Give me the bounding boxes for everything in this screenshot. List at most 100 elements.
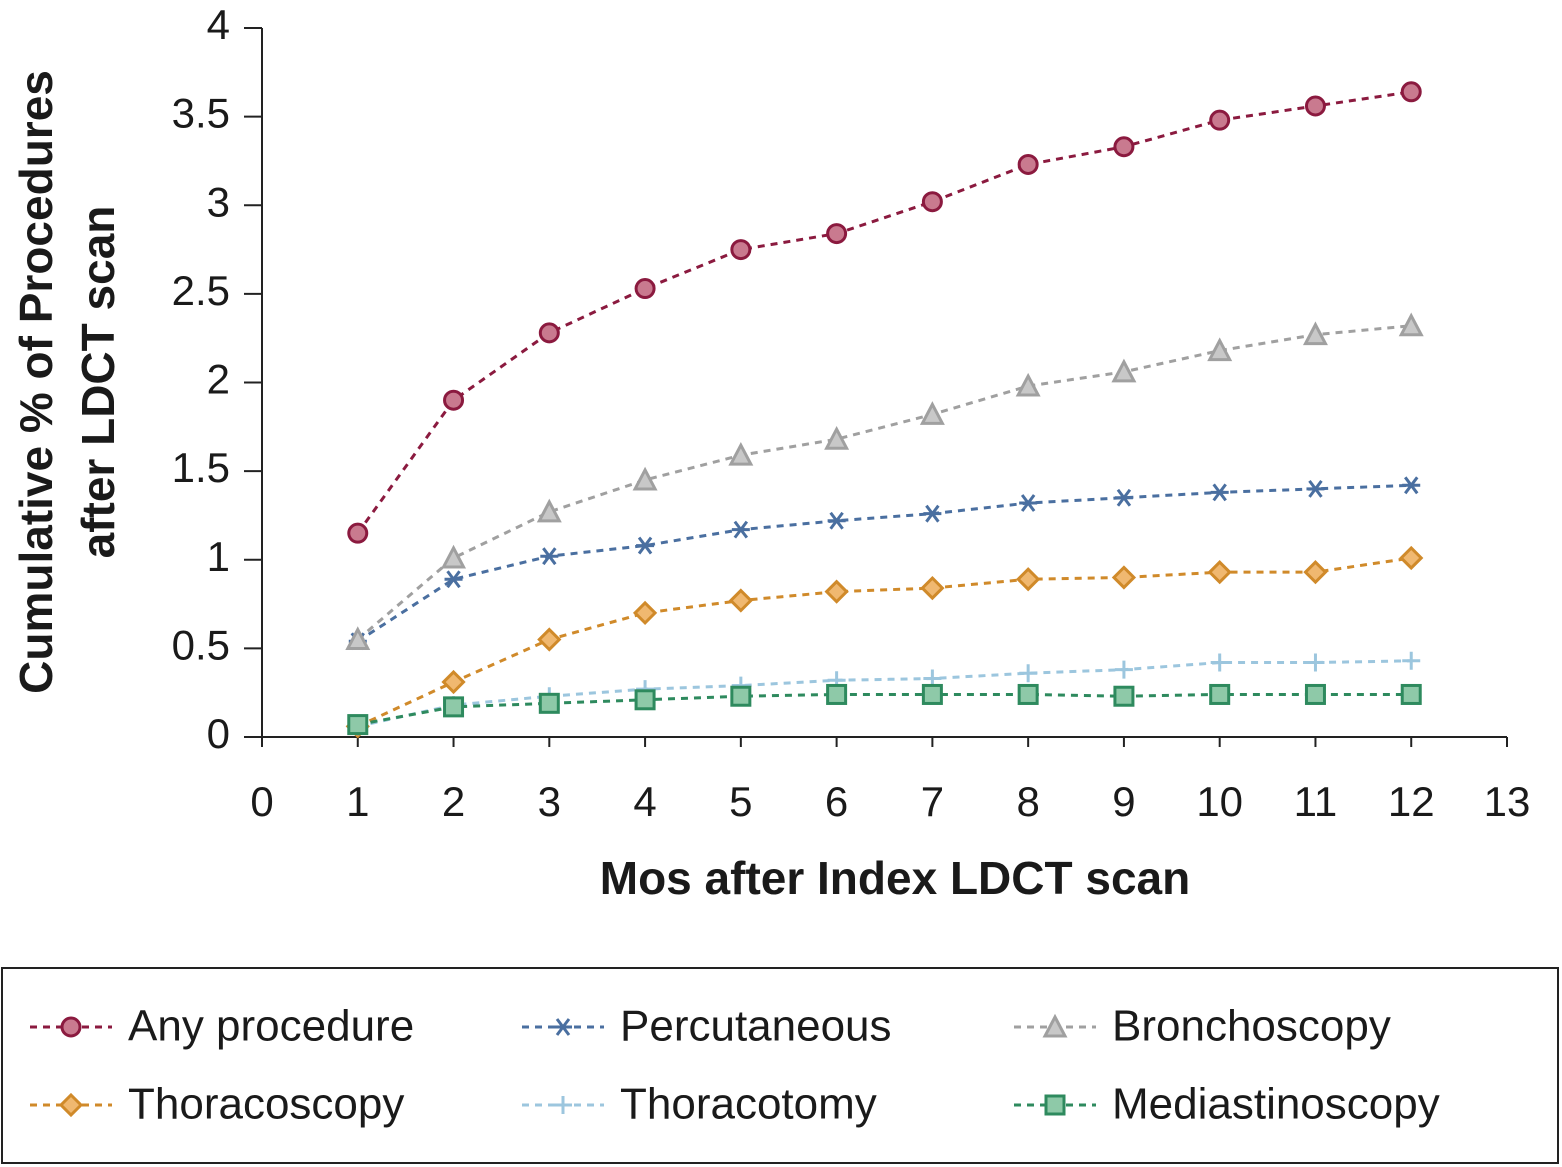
marker bbox=[1210, 653, 1229, 672]
x-tick-label: 7 bbox=[921, 778, 944, 825]
marker bbox=[1019, 494, 1038, 512]
marker bbox=[730, 239, 752, 261]
legend-label: Mediastinoscopy bbox=[1112, 1080, 1440, 1129]
marker bbox=[1304, 683, 1326, 705]
marker bbox=[1207, 560, 1232, 585]
legend-marker bbox=[60, 1016, 82, 1038]
marker bbox=[1302, 321, 1328, 346]
marker bbox=[441, 544, 467, 569]
y-tick-label: 3 bbox=[207, 178, 230, 225]
series-line bbox=[357, 556, 1412, 728]
marker bbox=[1400, 81, 1422, 103]
marker bbox=[1114, 488, 1133, 507]
marker bbox=[441, 669, 466, 695]
marker bbox=[347, 714, 369, 736]
marker bbox=[730, 685, 752, 707]
y-axis-title: after LDCT scan bbox=[72, 206, 124, 559]
marker bbox=[536, 498, 562, 523]
marker bbox=[921, 683, 943, 705]
marker bbox=[538, 322, 560, 344]
marker bbox=[728, 441, 754, 466]
x-tick-label: 3 bbox=[538, 778, 561, 825]
marker bbox=[1113, 685, 1135, 707]
marker bbox=[537, 627, 562, 652]
x-tick-label: 8 bbox=[1016, 778, 1039, 825]
x-tick-label: 13 bbox=[1484, 778, 1531, 825]
y-axis-title: Cumulative % of Procedures bbox=[10, 70, 62, 694]
marker bbox=[634, 689, 656, 711]
marker bbox=[1400, 683, 1422, 705]
marker bbox=[540, 547, 559, 566]
marker bbox=[538, 692, 560, 714]
marker bbox=[1398, 312, 1424, 337]
series-line bbox=[356, 324, 1412, 641]
marker bbox=[1402, 476, 1421, 495]
legend-marker bbox=[1044, 1094, 1066, 1116]
marker bbox=[1210, 483, 1229, 502]
marker bbox=[632, 466, 658, 491]
marker bbox=[347, 522, 369, 544]
y-tick-label: 1 bbox=[207, 533, 230, 580]
marker bbox=[636, 536, 655, 555]
marker bbox=[731, 520, 750, 539]
marker bbox=[1399, 545, 1424, 571]
x-tick-label: 1 bbox=[346, 778, 369, 825]
marker bbox=[1114, 660, 1133, 679]
x-tick-label: 12 bbox=[1388, 778, 1435, 825]
x-tick-label: 9 bbox=[1112, 778, 1135, 825]
legend-label: Any procedure bbox=[128, 1002, 414, 1051]
legend-label: Bronchoscopy bbox=[1112, 1002, 1391, 1051]
legend-marker bbox=[554, 1096, 572, 1114]
y-tick-label: 1.5 bbox=[172, 444, 230, 491]
marker bbox=[1113, 136, 1135, 158]
series-line bbox=[356, 483, 1412, 643]
legend-marker bbox=[58, 1092, 84, 1118]
x-tick-label: 11 bbox=[1294, 778, 1338, 825]
marker bbox=[632, 600, 658, 626]
marker bbox=[1209, 683, 1231, 705]
marker bbox=[1303, 560, 1328, 585]
marker bbox=[443, 389, 465, 411]
x-tick-label: 4 bbox=[633, 778, 656, 825]
marker bbox=[1017, 153, 1039, 175]
marker bbox=[443, 696, 465, 718]
marker bbox=[1111, 358, 1137, 383]
y-tick-label: 2 bbox=[207, 356, 230, 403]
marker bbox=[1019, 664, 1038, 683]
x-axis-title: Mos after Index LDCT scan bbox=[600, 852, 1190, 904]
marker bbox=[824, 425, 850, 450]
marker bbox=[921, 191, 943, 213]
x-tick-label: 0 bbox=[250, 778, 273, 825]
legend-marker bbox=[1042, 1013, 1068, 1038]
marker bbox=[634, 278, 656, 300]
marker bbox=[826, 223, 848, 245]
legend-marker bbox=[554, 1018, 572, 1036]
marker bbox=[1017, 683, 1039, 705]
series-line bbox=[356, 90, 1412, 535]
legend-label: Thoracoscopy bbox=[128, 1080, 404, 1129]
marker bbox=[824, 579, 849, 604]
x-tick-label: 5 bbox=[729, 778, 752, 825]
marker bbox=[1015, 372, 1041, 397]
marker bbox=[1016, 567, 1041, 592]
marker bbox=[1207, 337, 1233, 362]
marker bbox=[1402, 651, 1421, 670]
legend-label: Thoracotomy bbox=[620, 1080, 877, 1129]
marker bbox=[1209, 109, 1231, 131]
marker bbox=[1304, 95, 1326, 117]
y-tick-label: 0.5 bbox=[172, 621, 230, 668]
marker bbox=[1111, 565, 1137, 590]
marker bbox=[920, 575, 945, 601]
y-tick-label: 2.5 bbox=[172, 267, 230, 314]
marker bbox=[444, 570, 463, 589]
y-tick-label: 0 bbox=[207, 710, 230, 757]
marker bbox=[728, 588, 753, 613]
marker bbox=[923, 504, 942, 523]
x-tick-label: 6 bbox=[825, 778, 848, 825]
y-tick-label: 3.5 bbox=[172, 90, 230, 137]
marker bbox=[919, 401, 945, 425]
legend-box bbox=[1, 967, 1559, 1164]
legend-label: Percutaneous bbox=[620, 1002, 892, 1051]
x-tick-label: 2 bbox=[442, 778, 465, 825]
